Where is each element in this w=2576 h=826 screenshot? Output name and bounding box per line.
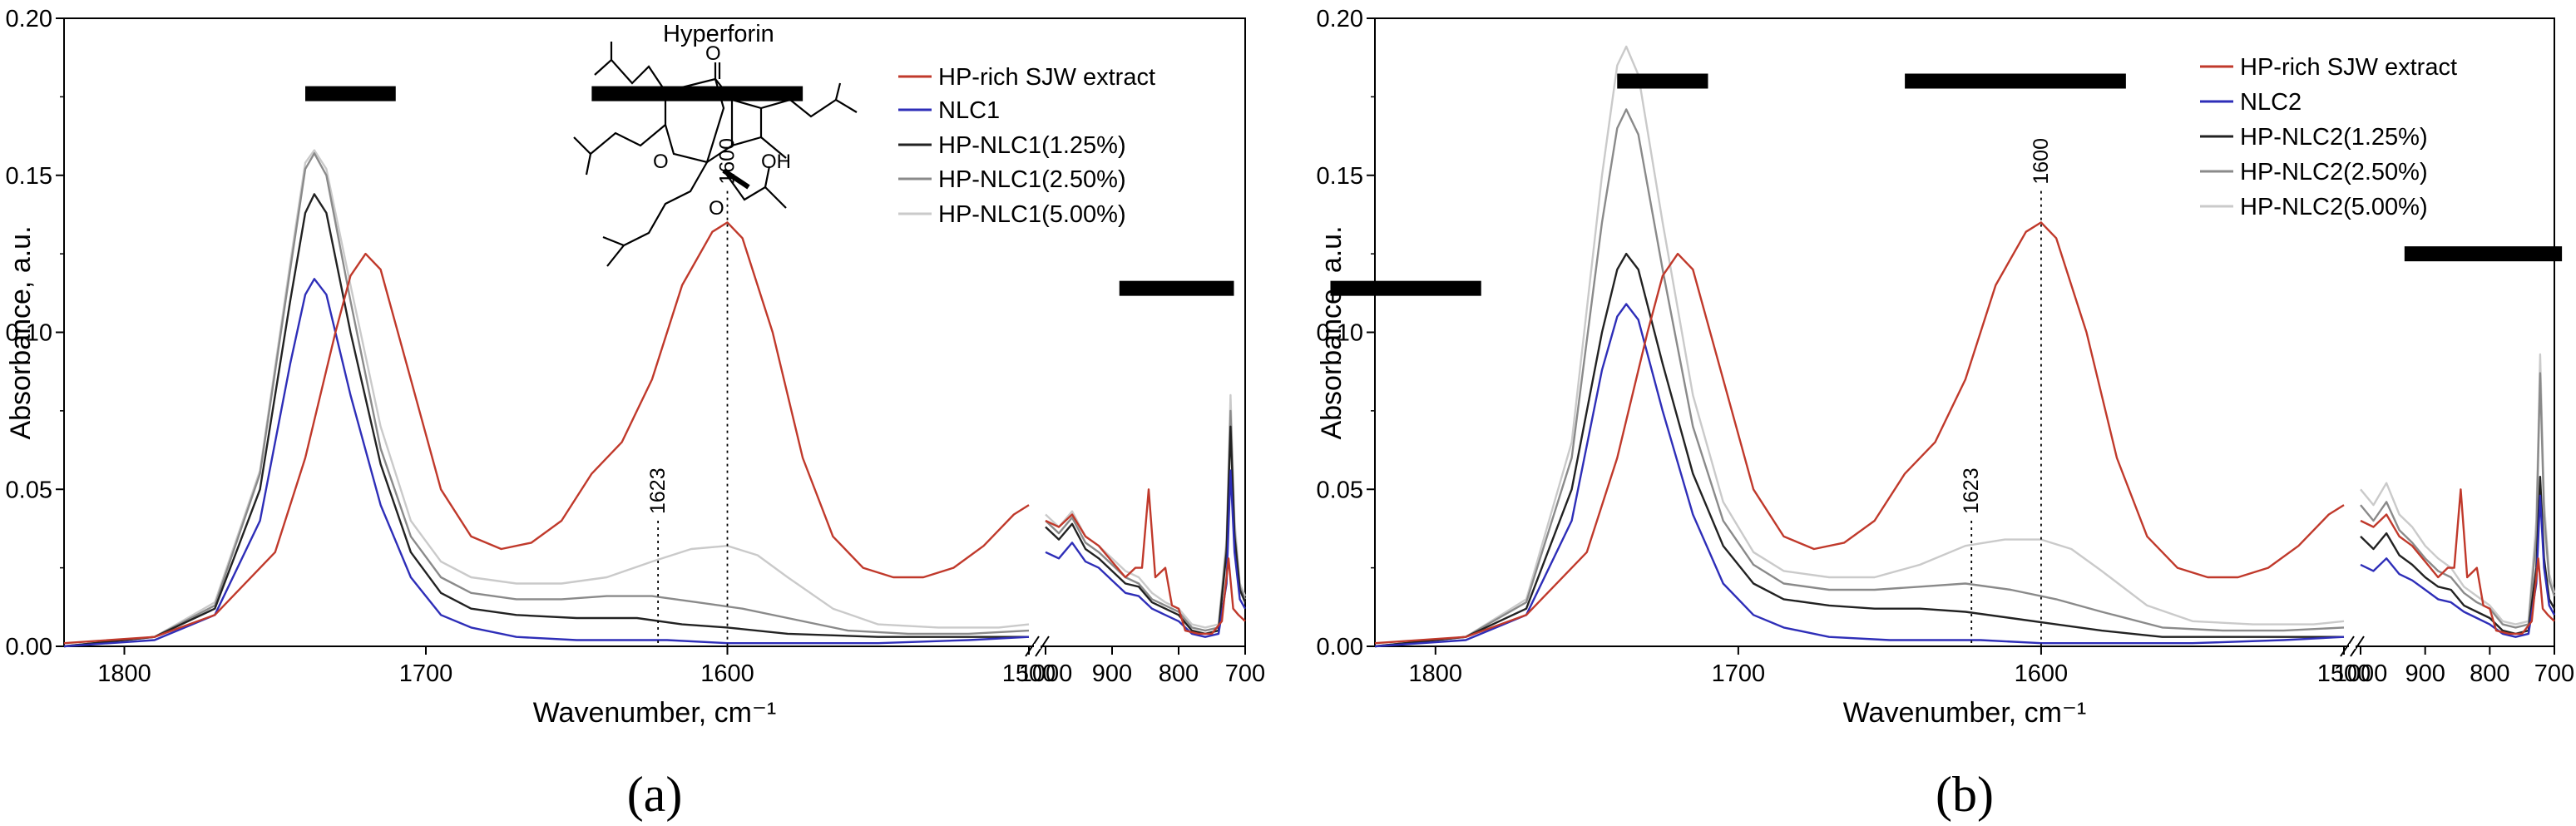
series-line-left [63, 152, 1030, 648]
atom-label: OH [761, 151, 791, 173]
series-line-right [1045, 488, 1246, 636]
legend-label: HP-NLC1(1.25%) [938, 132, 1126, 159]
series-line-right [2360, 476, 2556, 636]
axis-break-gap [1034, 644, 1041, 649]
atom-label: O [653, 151, 669, 173]
x-tick-label: 1000 [2334, 660, 2388, 687]
panel-b: 0.00 0.05 0.10 0.15 0.20 1800 1700 1600 15001000… [1316, 6, 2575, 822]
atom-label: O [709, 197, 724, 220]
panel-b-series [1374, 45, 2556, 648]
y-tick-label: 0.05 [1317, 477, 1363, 503]
series-line-right [1045, 469, 1247, 638]
series-line-right [1045, 425, 1247, 636]
atom-label: O [705, 42, 721, 65]
x-tick-label: 1700 [1712, 660, 1766, 687]
band-bar [591, 86, 803, 101]
x-tick-label: 1800 [97, 660, 151, 687]
y-tick-label: 0.00 [1317, 634, 1363, 660]
band-bar [1330, 280, 1481, 296]
axis-break-mark [2340, 636, 2355, 657]
panel-a-axis-break [1025, 636, 1050, 657]
panel-a-x-axis-title: Wavenumber, cm⁻¹ [533, 697, 777, 729]
band-bar [1617, 73, 1708, 89]
series-line-left [1374, 45, 2345, 648]
panel-b-axis-break [2340, 636, 2365, 657]
band-bar [2404, 246, 2563, 262]
y-tick-label: 0.15 [1317, 163, 1363, 190]
legend-label: HP-NLC1(5.00%) [938, 201, 1126, 228]
series-line-right [2360, 494, 2556, 638]
legend-label: NLC1 [938, 97, 1000, 124]
series-line-right [2360, 372, 2556, 629]
series-line-left [63, 193, 1029, 648]
series-line-right [2360, 488, 2555, 636]
y-tick-label: 0.20 [1317, 6, 1363, 32]
y-tick-label: 0.15 [6, 163, 52, 190]
x-tick-label: 1500 [2317, 660, 2371, 687]
panel-b-annotations: 1600 1623 [1960, 138, 2053, 646]
panel-a-plot-frame [63, 17, 1246, 647]
panel-b-legend: HP-rich SJW extract NLC2 HP-NLC2(1.25%) … [2200, 54, 2457, 220]
axis-break-gap [2349, 644, 2356, 649]
series-line-right [2360, 353, 2556, 626]
series-line-left [1374, 303, 2345, 648]
series-line-left [1374, 221, 2345, 645]
panel-a-y-axis-title: Absorbance, a.u. [5, 225, 37, 439]
panel-a-band-bars [305, 86, 1481, 296]
legend-label: HP-rich SJW extract [2240, 54, 2457, 81]
series-line-left [63, 278, 1030, 648]
legend-label: NLC2 [2240, 89, 2302, 116]
y-tick-label: 0.05 [6, 477, 52, 503]
y-tick-label: 0.20 [6, 6, 52, 32]
y-tick-label: 0.00 [6, 634, 52, 660]
y-tick-label: 0.10 [6, 320, 52, 347]
band-bar [305, 86, 396, 101]
annotation-label: 1623 [646, 467, 670, 514]
annotation-label: 1600 [2030, 138, 2053, 185]
panel-b-ticks: 0.00 0.05 0.10 0.15 0.20 1800 1700 1600 15001000… [1317, 6, 2575, 687]
panel-a-ticks: 0.00 0.05 0.10 0.15 0.20 1800 1700 1600 15001000… [6, 6, 1266, 687]
panel-a: 0.00 0.05 0.10 0.15 0.20 1800 1700 1600 15001000… [5, 6, 1481, 822]
series-line-left [63, 221, 1030, 645]
panel-b-y-axis-title: Absorbance, a.u. [1316, 225, 1347, 439]
x-tick-label: 800 [1159, 660, 1199, 687]
series-line-right [1045, 409, 1247, 632]
series-line-left [63, 149, 1030, 648]
band-bar [1119, 280, 1234, 296]
legend-label: HP-rich SJW extract [938, 64, 1155, 91]
x-tick-label: 800 [2470, 660, 2509, 687]
series-line-left [1374, 108, 2345, 648]
axis-break-mark [1035, 636, 1050, 657]
panel-b-band-bars [1617, 73, 2563, 262]
x-tick-label: 1700 [399, 660, 453, 687]
annotation-label: 1623 [1960, 467, 1983, 514]
panel-b-x-axis-title: Wavenumber, cm⁻¹ [1843, 697, 2087, 729]
series-line-left [1374, 252, 2344, 648]
legend-label: HP-NLC1(2.50%) [938, 166, 1126, 193]
x-tick-label: 1000 [1019, 660, 1073, 687]
hyperforin-structure: Hyperforin O O O OH [573, 21, 858, 267]
panel-a-series [63, 149, 1247, 648]
panel-a-legend: HP-rich SJW extract NLC1 HP-NLC1(1.25%) … [898, 64, 1155, 228]
x-tick-label: 900 [2405, 660, 2445, 687]
legend-label: HP-NLC2(5.00%) [2240, 194, 2428, 220]
legend-label: HP-NLC2(2.50%) [2240, 159, 2428, 185]
axis-break-mark [2350, 636, 2365, 657]
x-tick-label: 1600 [2015, 660, 2069, 687]
x-tick-label: 700 [1225, 660, 1265, 687]
x-tick-label: 1500 [1002, 660, 1056, 687]
x-tick-label: 900 [1092, 660, 1132, 687]
panel-b-plot-frame [1374, 17, 2555, 647]
panel-a-label: (a) [627, 767, 683, 822]
x-tick-label: 1800 [1409, 660, 1463, 687]
panel-b-label: (b) [1936, 767, 1994, 822]
axis-break-mark [1025, 636, 1040, 657]
y-tick-label: 0.10 [1317, 320, 1363, 347]
x-tick-label: 1600 [700, 660, 754, 687]
band-bar [1905, 73, 2126, 89]
x-tick-label: 700 [2534, 660, 2574, 687]
legend-label: HP-NLC2(1.25%) [2240, 124, 2428, 151]
structure-title: Hyperforin [663, 21, 774, 47]
